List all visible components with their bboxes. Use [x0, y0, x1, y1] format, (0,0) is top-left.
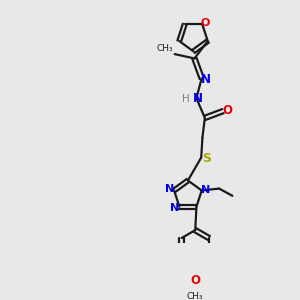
- Text: S: S: [202, 152, 211, 165]
- Text: CH₃: CH₃: [187, 292, 204, 300]
- Text: H: H: [182, 94, 190, 103]
- Text: O: O: [222, 104, 232, 117]
- Text: N: N: [201, 73, 211, 86]
- Text: CH₃: CH₃: [157, 44, 173, 53]
- Text: N: N: [170, 203, 180, 213]
- Text: N: N: [193, 92, 202, 105]
- Text: N: N: [201, 185, 211, 196]
- Text: N: N: [165, 184, 174, 194]
- Text: O: O: [200, 18, 210, 28]
- Text: O: O: [191, 274, 201, 287]
